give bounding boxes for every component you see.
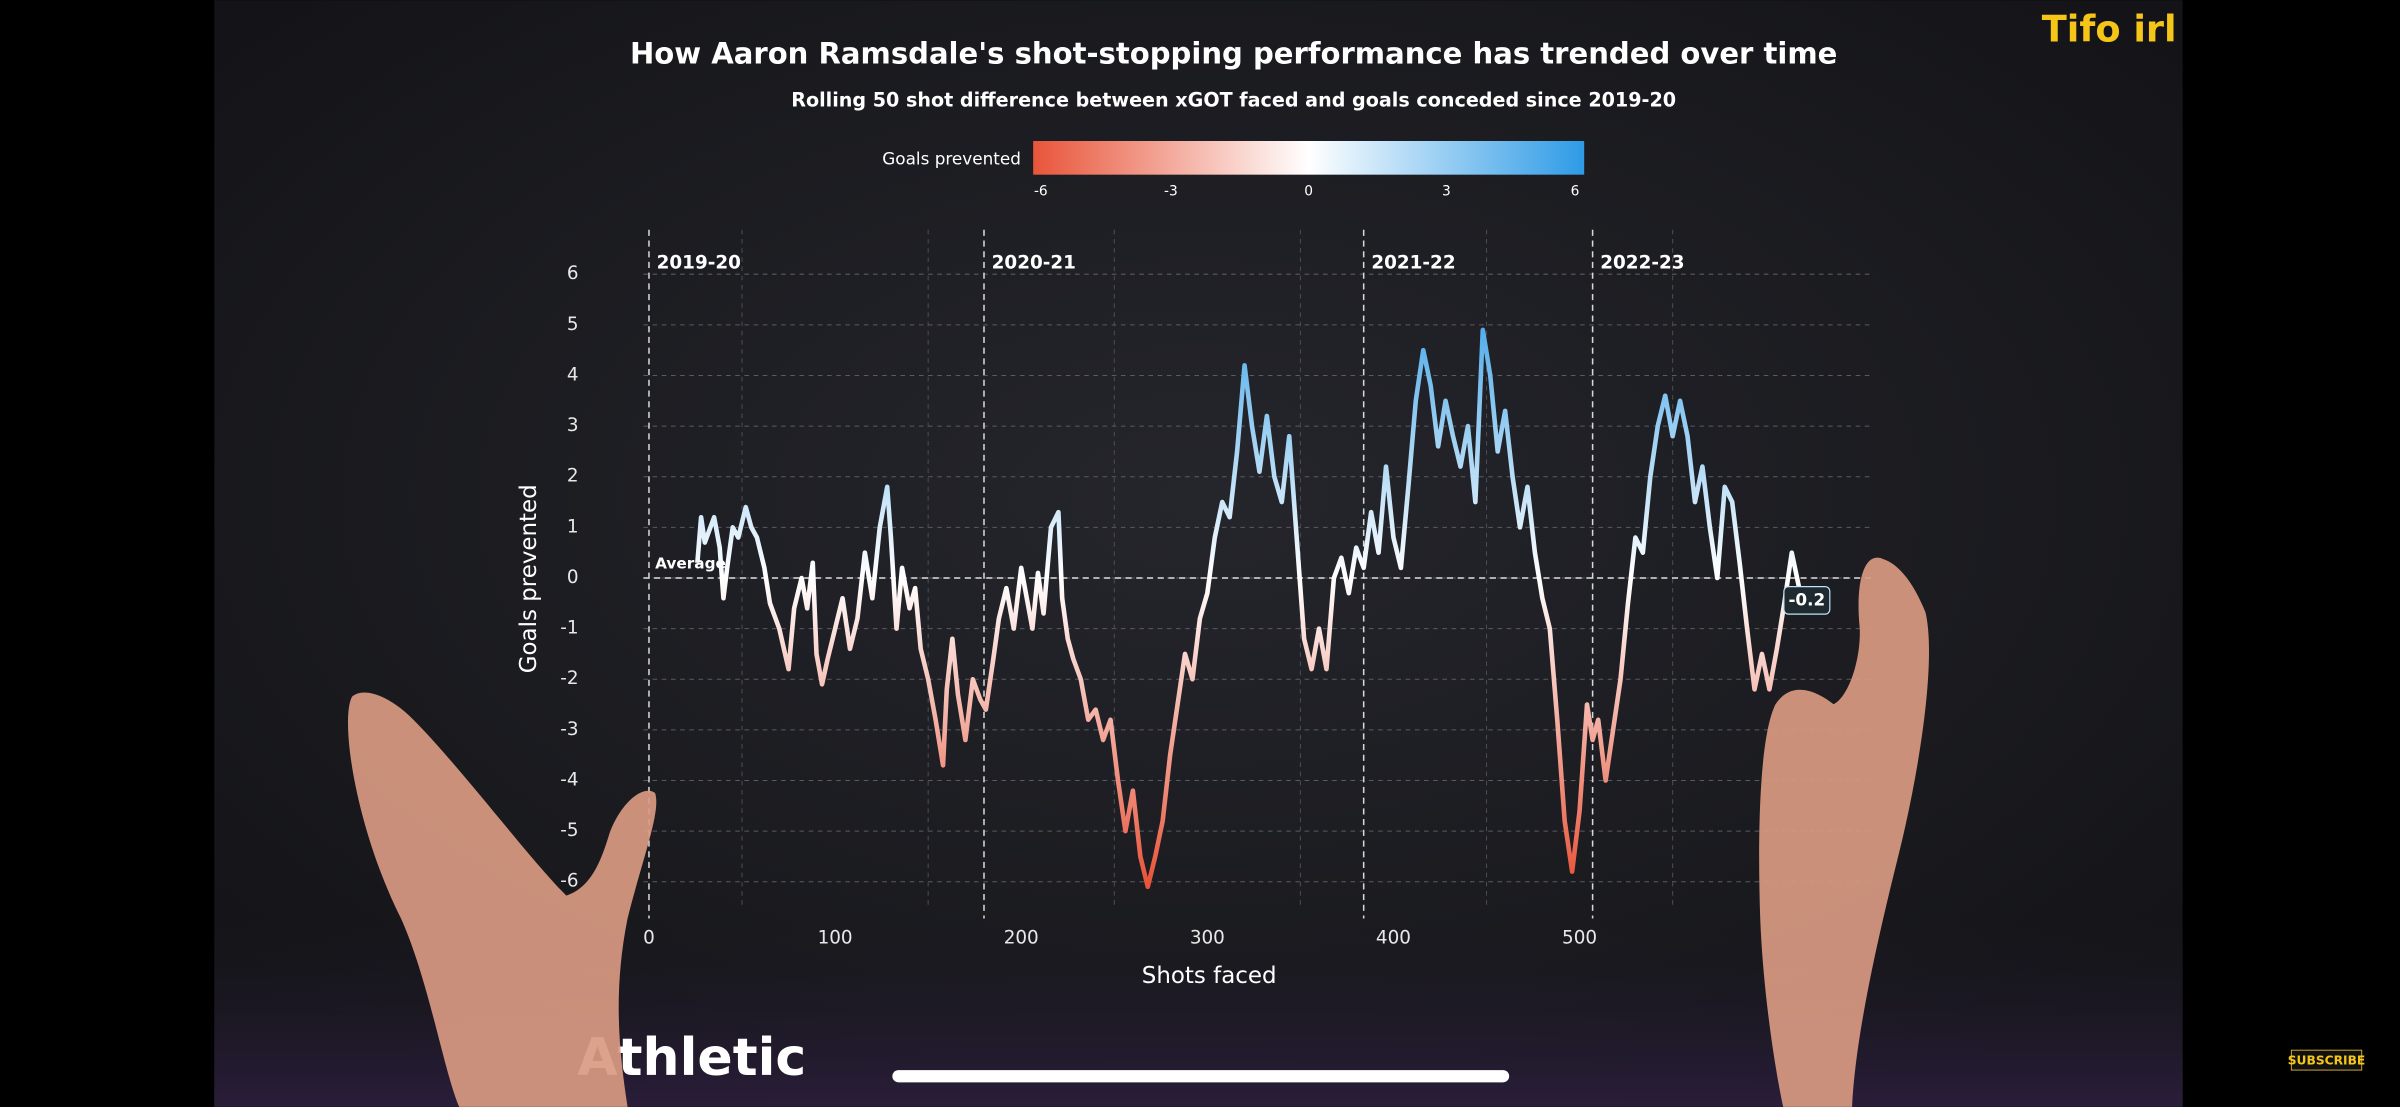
x-axis-label: Shots faced — [1142, 963, 1277, 989]
y-tick-label: 0 — [567, 567, 579, 588]
y-tick-label: -3 — [560, 719, 578, 740]
end-label-box — [1783, 585, 1831, 615]
y-tick-label: 5 — [567, 314, 579, 335]
average-label: Average — [655, 555, 726, 573]
colorbar-tick-label: 0 — [1304, 184, 1313, 200]
series-line — [695, 327, 1802, 890]
x-tick-label: 400 — [1376, 927, 1411, 948]
season-label: 2019-20 — [657, 252, 741, 273]
x-tick-label: 0 — [643, 927, 655, 948]
end-label: -0.2 — [1788, 589, 1825, 609]
y-tick-label: -4 — [560, 770, 578, 791]
y-tick-label: 3 — [567, 415, 579, 436]
left-hand — [347, 692, 657, 1107]
logo: Tifo irl — [2042, 7, 2177, 50]
y-tick-label: 6 — [567, 263, 579, 284]
season-label: 2022-23 — [1600, 252, 1684, 273]
y-tick-label: -5 — [560, 820, 578, 841]
colorbar-label: Goals prevented — [882, 148, 1021, 168]
right-hand — [1759, 557, 1929, 1107]
season-label: 2021-22 — [1371, 252, 1455, 273]
y-tick-label: -2 — [560, 668, 578, 689]
y-tick-label: -6 — [560, 871, 578, 892]
x-tick-label: 300 — [1190, 927, 1225, 948]
chart-title: How Aaron Ramsdale's shot-stopping perfo… — [630, 36, 1837, 70]
chart-subtitle: Rolling 50 shot difference between xGOT … — [791, 89, 1676, 112]
colorbar-tick-label: 6 — [1571, 184, 1580, 200]
x-tick-label: 100 — [818, 927, 853, 948]
subscribe-button[interactable] — [2290, 1049, 2363, 1071]
colorbar-tick-label: -6 — [1034, 184, 1048, 200]
y-tick-label: 1 — [567, 516, 579, 537]
season-label: 2020-21 — [992, 252, 1076, 273]
y-tick-label: -1 — [560, 618, 578, 639]
y-tick-label: 2 — [567, 466, 579, 487]
x-tick-label: 200 — [1004, 927, 1039, 948]
y-tick-label: 4 — [567, 364, 579, 385]
colorbar-tick-label: 3 — [1442, 184, 1451, 200]
subscribe-label[interactable]: SUBSCRIBE — [2288, 1053, 2366, 1067]
colorbar — [1033, 141, 1585, 175]
colorbar-tick-label: -3 — [1164, 184, 1178, 200]
plot: -6 -3 0 3 6 -6 -5 -4 -3 -2 -1 0 1 2 3 4 5 6 0 100 200 300 400 5… — [560, 141, 1872, 948]
x-tick-label: 500 — [1562, 927, 1597, 948]
hands — [347, 557, 1929, 1107]
y-axis-label: Goals prevented — [516, 484, 542, 673]
home-indicator — [892, 1070, 1510, 1083]
